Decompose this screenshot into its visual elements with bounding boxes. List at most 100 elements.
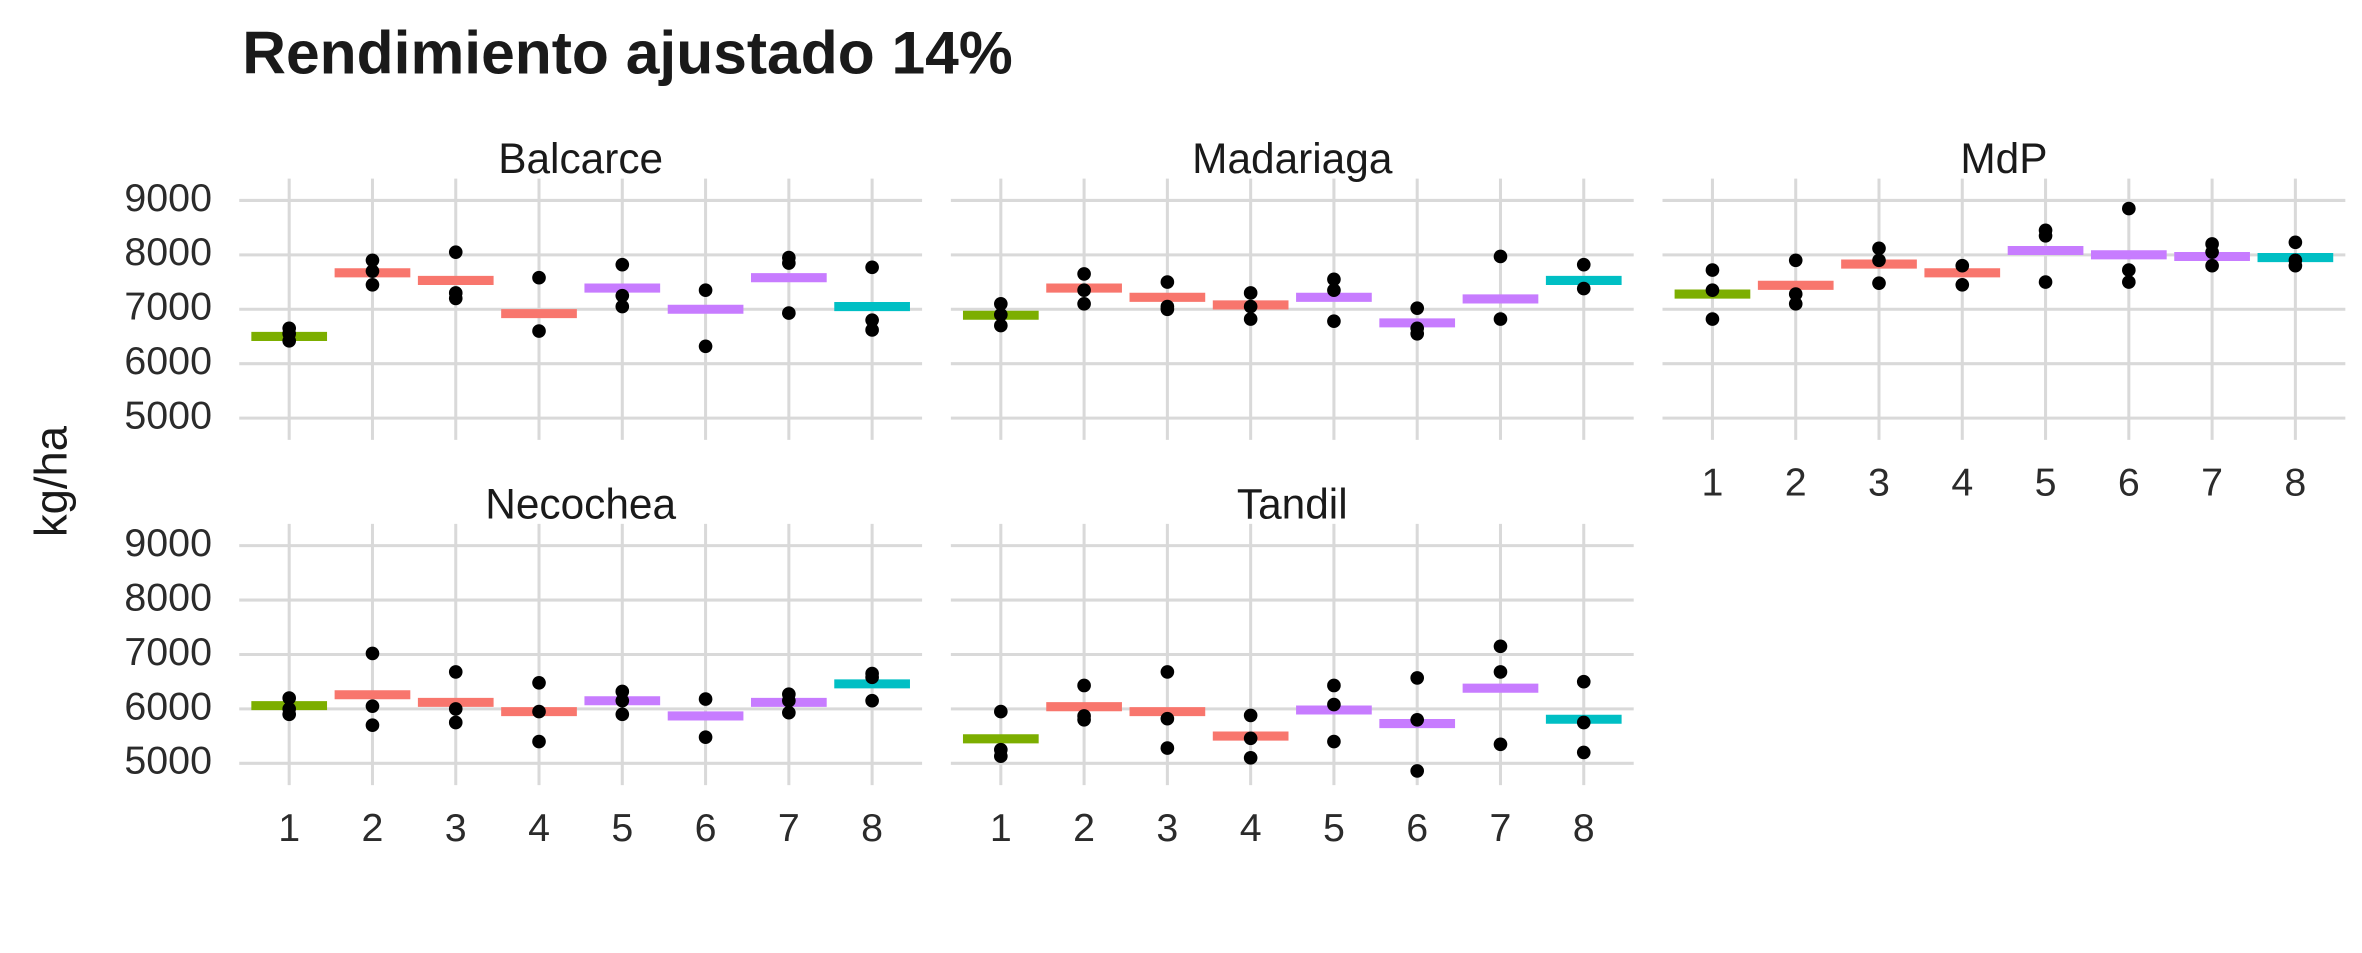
data-point	[1243, 312, 1258, 326]
data-point	[994, 704, 1008, 719]
data-point	[1705, 263, 1720, 277]
data-point	[2288, 258, 2303, 273]
data-point	[2038, 275, 2053, 289]
x-tick-label: 7	[1490, 806, 1512, 850]
data-point	[1576, 257, 1591, 272]
data-point	[1872, 241, 1886, 256]
data-point	[1327, 283, 1341, 298]
data-point	[1243, 731, 1258, 746]
data-point	[1327, 734, 1341, 749]
x-tick-label: 8	[861, 806, 883, 850]
data-point	[698, 730, 713, 745]
data-point	[1493, 312, 1508, 326]
data-point	[2288, 235, 2303, 250]
y-tick-label: 7000	[124, 630, 212, 674]
x-tick-label: 4	[1240, 806, 1262, 850]
y-tick-label: 8000	[124, 230, 212, 274]
facet-label: Tandil	[1237, 480, 1348, 527]
data-point	[865, 670, 879, 685]
data-point	[2122, 275, 2136, 289]
data-point	[782, 256, 796, 270]
data-point	[1576, 281, 1591, 296]
data-point	[365, 718, 380, 733]
data-point	[1872, 253, 1886, 268]
y-tick-label: 5000	[124, 739, 212, 783]
y-tick-label: 9000	[124, 521, 212, 565]
facet-label: Madariaga	[1192, 135, 1393, 182]
data-point	[1493, 665, 1508, 679]
data-point	[532, 270, 546, 285]
data-point	[1243, 286, 1258, 300]
data-point	[1788, 297, 1803, 311]
data-point	[1327, 697, 1341, 712]
x-tick-label: 6	[1406, 806, 1428, 850]
data-point	[1160, 275, 1175, 289]
data-point	[365, 264, 380, 278]
data-point	[365, 699, 380, 713]
data-point	[1955, 277, 1970, 292]
data-point	[282, 334, 297, 348]
x-tick-label: 3	[445, 806, 467, 850]
x-tick-label: 8	[2284, 461, 2306, 505]
x-tick-label: 4	[1951, 461, 1973, 505]
data-point	[782, 306, 796, 320]
y-tick-label: 8000	[124, 575, 212, 619]
y-tick-label: 5000	[124, 393, 212, 437]
data-point	[1327, 272, 1341, 287]
data-point	[1576, 715, 1591, 730]
y-tick-label: 9000	[124, 176, 212, 220]
data-point	[1493, 249, 1508, 264]
x-tick-label: 2	[1785, 461, 1807, 505]
data-point	[448, 245, 463, 259]
data-point	[1160, 741, 1175, 755]
data-point	[1788, 253, 1803, 268]
data-point	[282, 707, 297, 722]
y-tick-label: 6000	[124, 339, 212, 383]
x-tick-label: 4	[528, 806, 550, 850]
data-point	[532, 704, 546, 719]
data-point	[1955, 258, 1970, 273]
x-tick-label: 1	[1702, 461, 1724, 505]
data-point	[1243, 299, 1258, 314]
data-point	[782, 705, 796, 720]
data-point	[698, 339, 713, 354]
data-point	[994, 749, 1008, 764]
x-tick-label: 6	[2118, 461, 2140, 505]
data-point	[615, 288, 630, 303]
data-point	[615, 299, 630, 314]
facet-label: MdP	[1960, 135, 2047, 182]
x-tick-label: 5	[611, 806, 633, 850]
data-point	[1243, 708, 1258, 723]
x-tick-label: 2	[1073, 806, 1095, 850]
x-tick-label: 3	[1156, 806, 1178, 850]
data-point	[994, 297, 1008, 311]
data-point	[1327, 678, 1341, 693]
data-point	[448, 715, 463, 730]
x-tick-label: 7	[2201, 461, 2223, 505]
data-point	[2122, 201, 2136, 216]
x-tick-label: 5	[2035, 461, 2057, 505]
data-point	[1705, 312, 1720, 326]
x-tick-label: 2	[362, 806, 384, 850]
data-point	[1243, 751, 1258, 765]
data-point	[2038, 228, 2053, 243]
data-point	[2205, 245, 2219, 259]
data-point	[698, 692, 713, 706]
data-point	[865, 313, 879, 327]
data-point	[1705, 283, 1720, 298]
data-point	[1872, 276, 1886, 290]
data-point	[1410, 671, 1425, 685]
data-point	[782, 693, 796, 708]
data-point	[1327, 314, 1341, 329]
y-tick-label: 7000	[124, 285, 212, 329]
data-point	[2122, 263, 2136, 277]
x-tick-label: 7	[778, 806, 800, 850]
data-point	[1493, 639, 1508, 654]
data-point	[1160, 302, 1175, 317]
chart-title: Rendimiento ajustado 14%	[242, 19, 1012, 87]
facet-label: Necochea	[485, 480, 676, 527]
data-point	[448, 291, 463, 306]
data-point	[865, 323, 879, 337]
data-point	[1788, 287, 1803, 301]
